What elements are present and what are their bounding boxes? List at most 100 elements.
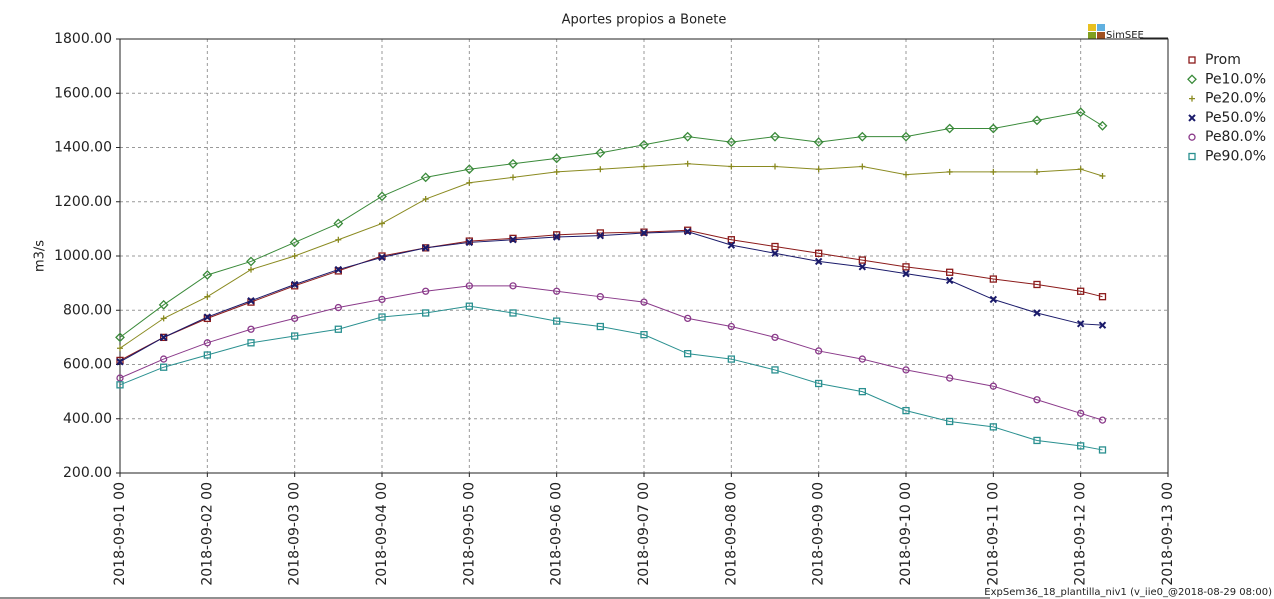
data-point (116, 374, 124, 382)
data-point (378, 252, 386, 260)
data-point (247, 325, 255, 333)
logo-icon (1097, 24, 1105, 31)
legend-marker (1188, 152, 1196, 161)
data-point (684, 349, 692, 358)
data-point (335, 236, 342, 243)
data-point (813, 137, 824, 147)
x-tick-label: 2018-09-07 00 (636, 482, 652, 586)
footer: ExpSem36_18_plantilla_niv1 (v_iie0_@2018… (984, 587, 1272, 598)
data-point (989, 382, 997, 390)
y-tick-label: 600.00 (63, 357, 112, 373)
logo-text: SimSEE (1106, 30, 1144, 41)
data-point (204, 293, 211, 300)
data-point (378, 253, 386, 262)
data-point (902, 406, 910, 415)
data-point (160, 333, 168, 342)
x-tick-label: 2018-09-13 00 (1160, 482, 1176, 586)
data-point (202, 270, 213, 280)
legend-label: Pe50.0% (1205, 110, 1266, 126)
data-point (553, 317, 561, 325)
data-point (903, 171, 909, 178)
data-point (379, 220, 385, 227)
data-point (1097, 120, 1108, 131)
data-point (159, 333, 168, 342)
data-point (553, 287, 561, 295)
data-point (464, 164, 475, 175)
x-tick-label: 2018-09-03 00 (287, 482, 303, 586)
legend-label: Pe10.0% (1205, 71, 1266, 87)
data-point (770, 131, 780, 142)
data-point (422, 309, 430, 317)
legend-label: Pe20.0% (1205, 91, 1266, 107)
data-point (158, 299, 169, 310)
data-point (291, 332, 299, 340)
data-point (160, 363, 168, 371)
data-point (553, 168, 560, 175)
data-point (859, 163, 866, 170)
legend-label: Pe90.0% (1205, 149, 1266, 165)
data-point (246, 256, 256, 267)
data-point (728, 163, 735, 170)
data-point (902, 263, 910, 271)
data-point (160, 315, 167, 322)
data-point (946, 417, 954, 426)
legend-marker (1188, 56, 1196, 64)
data-point (1077, 166, 1084, 173)
data-point (640, 331, 648, 339)
data-point (203, 351, 211, 359)
data-point (726, 137, 737, 147)
data-point (552, 233, 561, 241)
series-line (119, 285, 1103, 421)
data-point (203, 313, 212, 321)
x-tick-label: 2018-09-05 00 (461, 482, 477, 586)
data-point (510, 174, 516, 181)
x-tick-label: 2018-09-02 00 (199, 482, 215, 586)
series-line (119, 111, 1103, 338)
data-point (334, 265, 343, 274)
legend-marker (1188, 133, 1196, 141)
data-point (944, 123, 955, 134)
y-tick-label: 1400.00 (54, 140, 112, 156)
data-point (421, 244, 430, 252)
data-point (508, 158, 518, 169)
data-point (945, 276, 954, 285)
data-point (422, 287, 430, 295)
data-point (858, 387, 866, 396)
data-point (1034, 168, 1040, 175)
data-point (946, 168, 953, 175)
x-tick-label: 2018-09-12 00 (1073, 482, 1089, 586)
data-point (1033, 309, 1041, 317)
data-point (858, 263, 867, 271)
data-point (814, 257, 823, 266)
data-point (597, 166, 604, 173)
data-point (203, 339, 211, 347)
data-point (857, 131, 868, 142)
data-point (420, 172, 431, 183)
x-tick-label: 2018-09-09 00 (811, 482, 827, 586)
legend-marker (1188, 114, 1196, 122)
data-point (289, 237, 300, 248)
series-line (119, 229, 1103, 361)
x-tick-label: 2018-09-08 00 (723, 482, 739, 586)
data-point (1033, 396, 1041, 404)
data-point (815, 379, 823, 388)
data-point (815, 249, 823, 257)
data-point (334, 325, 342, 333)
data-point (377, 191, 387, 202)
data-point (290, 280, 299, 289)
data-point (1033, 280, 1041, 289)
data-point (640, 229, 648, 237)
y-tick-label: 1800.00 (54, 31, 112, 47)
data-point (640, 228, 648, 236)
data-point (901, 131, 911, 142)
data-point (946, 374, 954, 382)
y-tick-label: 1000.00 (54, 248, 112, 264)
y-tick-label: 200.00 (63, 465, 112, 481)
legend-label: Prom (1205, 52, 1241, 68)
data-point (1076, 320, 1085, 328)
x-tick-label: 2018-09-10 00 (898, 482, 914, 586)
data-point (727, 355, 735, 363)
data-point (1033, 436, 1041, 445)
data-point (1077, 442, 1085, 450)
data-point (465, 237, 473, 245)
